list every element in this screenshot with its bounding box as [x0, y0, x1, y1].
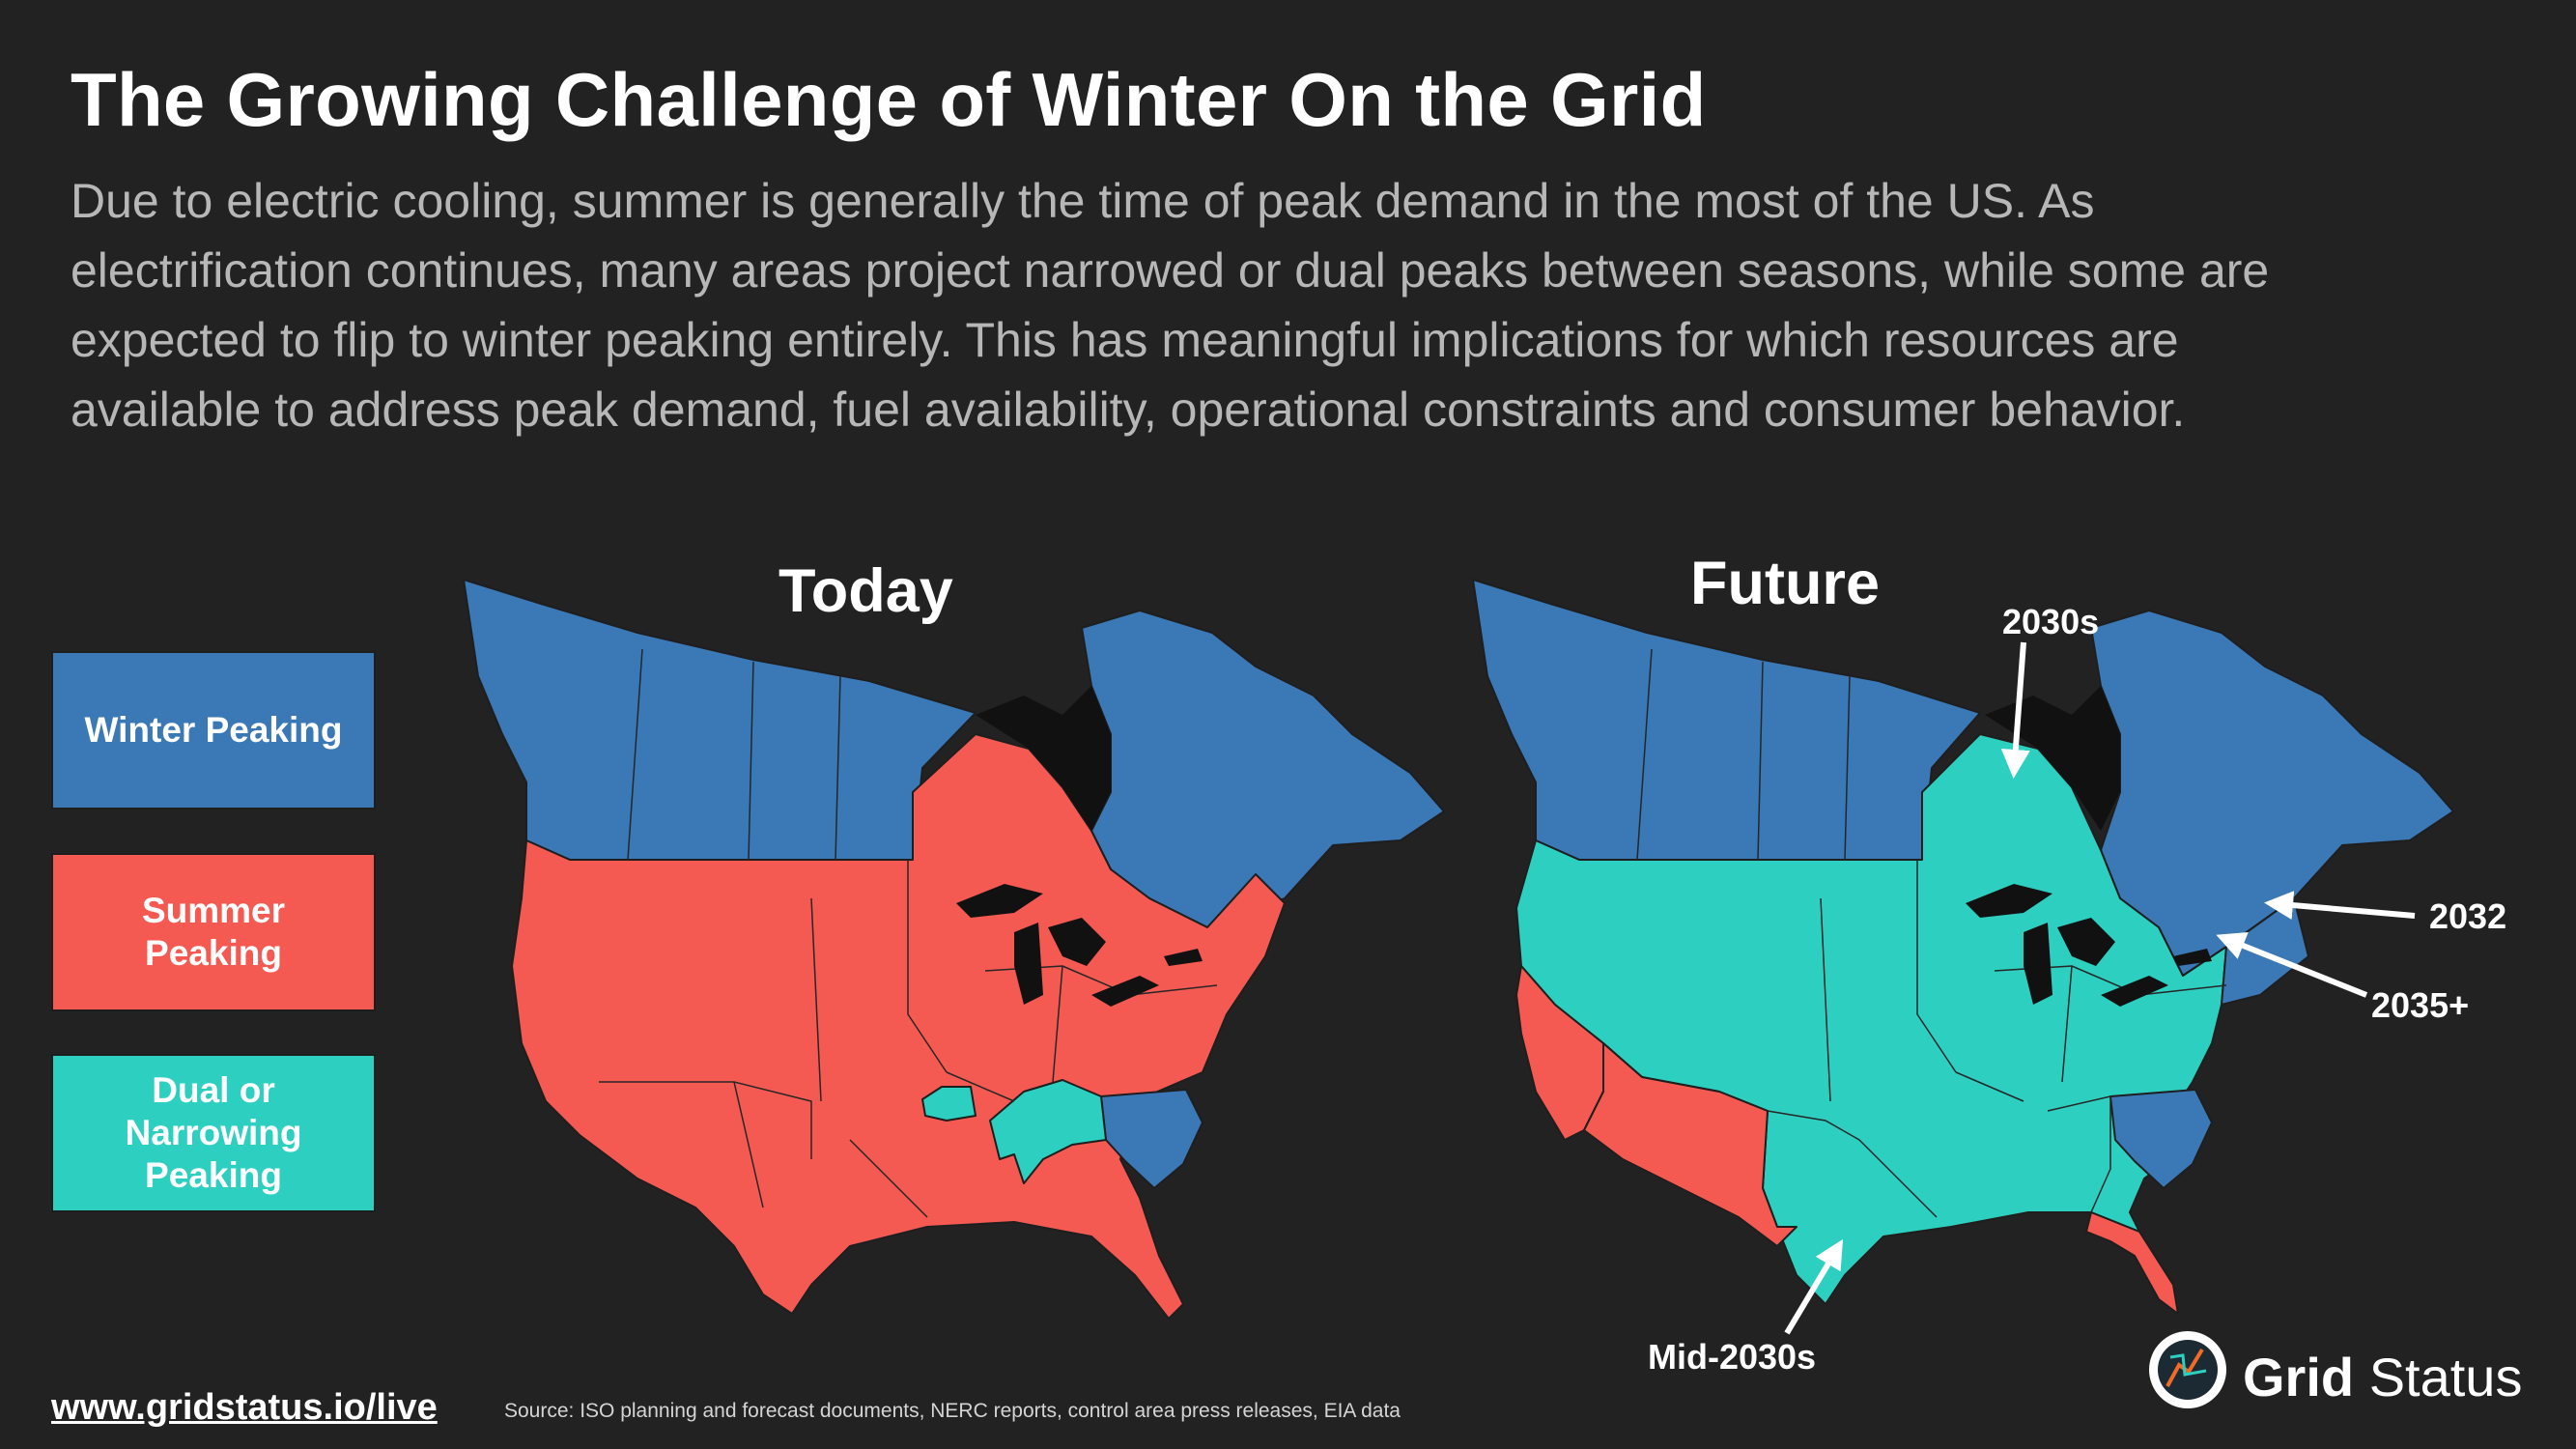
future-map: [1472, 579, 2454, 1315]
arrow-2032: [2264, 891, 2416, 921]
brand-wordmark: Grid Status: [2243, 1346, 2522, 1408]
legend-dual-peaking: Dual or Narrowing Peaking: [51, 1054, 376, 1212]
brand-grid: Grid: [2243, 1346, 2355, 1407]
gridstatus-link[interactable]: www.gridstatus.io/live: [51, 1387, 438, 1428]
legend-label: Winter Peaking: [84, 710, 343, 750]
today-tva-region: [989, 1079, 1107, 1184]
annotation-2030s: 2030s: [2002, 602, 2100, 641]
description-line: electrification continues, many areas pr…: [71, 243, 2270, 298]
today-dual-small-region: [921, 1086, 977, 1122]
today-borders: [599, 648, 1218, 1218]
future-carolinas-region: [2109, 1089, 2213, 1189]
future-southwest-region: [1583, 1042, 1798, 1247]
legend-winter-peaking: Winter Peaking: [51, 651, 376, 810]
future-canada-region: [1472, 579, 1981, 861]
future-quebec-region: [2090, 610, 2454, 977]
brand-status: Status: [2368, 1346, 2523, 1407]
future-great-lakes: [1966, 884, 2212, 1007]
gridstatus-logo-icon: [2149, 1331, 2226, 1408]
arrow-2035: [2216, 931, 2368, 998]
today-quebec-region: [1081, 610, 1445, 928]
legend-label: Summer Peaking: [141, 891, 286, 973]
legend-label: Dual or Narrowing Peaking: [125, 1070, 302, 1195]
annotation-mid-2030s: Mid-2030s: [1648, 1337, 1817, 1377]
future-map-title: Future: [1690, 550, 1880, 617]
brand-logo: Grid Status: [2146, 1328, 2522, 1425]
today-carolinas-region: [1100, 1089, 1203, 1189]
annotation-2035: 2035+: [2371, 985, 2470, 1025]
legend-summer-peaking: Summer Peaking: [51, 853, 376, 1011]
page-title: The Growing Challenge of Winter On the G…: [71, 57, 1707, 142]
description-line: available to address peak demand, fuel a…: [71, 383, 2186, 437]
today-map: [463, 579, 1445, 1320]
future-borders: [1636, 648, 2227, 1218]
arrow-2030s: [2000, 641, 2030, 779]
today-great-lakes: [956, 884, 1203, 1007]
description-line: Due to electric cooling, summer is gener…: [71, 174, 2095, 228]
future-florida-region: [2085, 1211, 2179, 1315]
arrow-mid2030s: [1784, 1238, 1844, 1335]
description: Due to electric cooling, summer is gener…: [71, 166, 2505, 444]
annotation-2032: 2032: [2429, 896, 2507, 936]
today-map-title: Today: [778, 557, 953, 625]
today-hudson-bay: [976, 686, 1111, 831]
description-line: expected to flip to winter peaking entir…: [71, 313, 2179, 367]
annotation-arrows: [1784, 641, 2416, 1335]
source-note: Source: ISO planning and forecast docume…: [504, 1400, 1401, 1422]
